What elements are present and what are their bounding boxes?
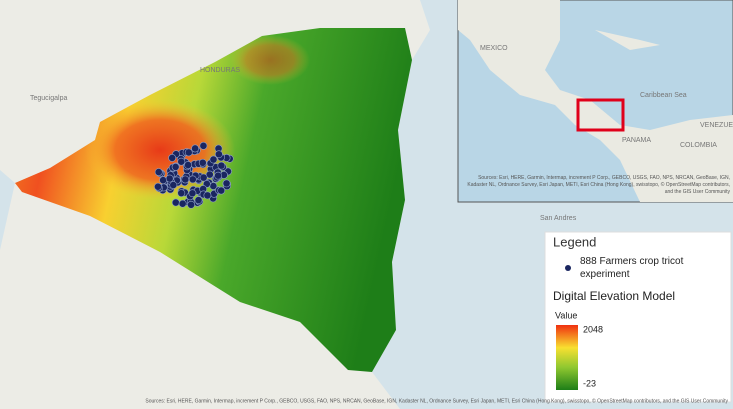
- farmer-point: [187, 200, 196, 209]
- farmer-point: [198, 158, 207, 167]
- dem-highland: [230, 35, 310, 85]
- farmer-point: [171, 198, 180, 207]
- farmer-point: [217, 186, 226, 195]
- farmer-point: [205, 170, 214, 179]
- farmer-point: [184, 161, 192, 169]
- farmer-point: [209, 155, 218, 164]
- farmer-point: [154, 182, 162, 191]
- legend-point-label: 888 Farmers crop tricot experiment: [580, 256, 684, 280]
- farmer-point: [214, 171, 223, 180]
- inset-land: [595, 30, 660, 50]
- farmer-point: [178, 199, 187, 208]
- color-ramp: [556, 325, 578, 390]
- place-label: Tegucigalpa: [30, 95, 67, 102]
- place-label: Caribbean Sea: [640, 92, 687, 99]
- legend-value-label: Value: [555, 310, 577, 320]
- ramp-min: -23: [583, 378, 596, 388]
- place-label: VENEZUELA: [700, 122, 733, 129]
- farmer-point: [188, 175, 197, 184]
- farmer-point: [181, 175, 190, 184]
- farmer-point: [191, 144, 200, 153]
- legend: Legend 888 Farmers crop tricot experimen…: [544, 231, 732, 403]
- farmer-point: [199, 141, 208, 150]
- farmer-point: [177, 157, 186, 166]
- farmer-point: [203, 191, 212, 200]
- farmer-point: [168, 154, 177, 162]
- ramp-max: 2048: [583, 324, 603, 334]
- farmer-point: [171, 162, 180, 171]
- inset-attribution: Sources: Esri, HERE, Garmin, Intermap, i…: [467, 175, 730, 195]
- farmer-point: [165, 174, 174, 183]
- farmer-point: [154, 168, 163, 177]
- place-label: COLOMBIA: [680, 142, 717, 149]
- legend-point-box: 888 Farmers crop tricot experiment: [580, 256, 684, 280]
- farmer-point: [169, 181, 178, 189]
- inset-map: MEXICO Caribbean Sea PANAMA COLOMBIA VEN…: [457, 0, 733, 203]
- inset-land: [458, 0, 733, 202]
- farmer-point: [194, 196, 203, 205]
- inset-attribution-box: Sources: Esri, HERE, Garmin, Intermap, i…: [467, 175, 730, 195]
- attribution: Sources: Esri, HERE, Garmin, Intermap, i…: [145, 397, 728, 404]
- farmer-point: [177, 189, 186, 198]
- legend-layer-title: Digital Elevation Model: [553, 289, 675, 303]
- farmer-point: [199, 173, 208, 182]
- farmer-point: [222, 179, 231, 188]
- farmer-points: [154, 141, 234, 209]
- legend-point-symbol: [565, 265, 571, 271]
- place-label: MEXICO: [480, 45, 508, 52]
- legend-title: Legend: [553, 234, 596, 249]
- farmer-point: [159, 176, 168, 185]
- place-label: HONDURAS: [200, 67, 240, 74]
- farmer-point: [217, 161, 226, 170]
- farmer-point: [214, 150, 223, 159]
- farmer-point: [188, 189, 197, 198]
- place-label: San Andres: [540, 215, 577, 222]
- farmer-point: [184, 148, 193, 157]
- place-label: PANAMA: [622, 137, 651, 144]
- extent-box: [576, 98, 625, 132]
